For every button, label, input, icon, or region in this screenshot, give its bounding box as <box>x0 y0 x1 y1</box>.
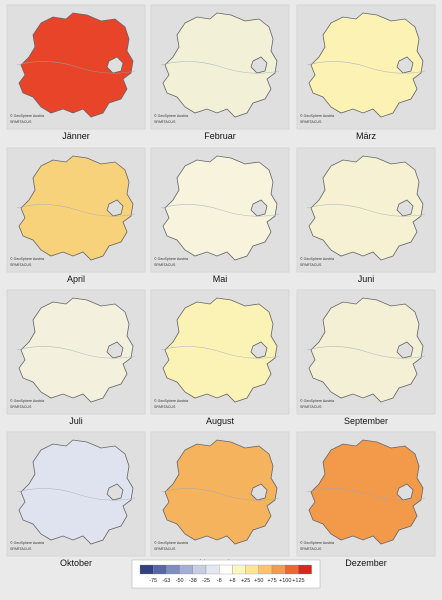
legend-tick-label: +125 <box>292 578 304 584</box>
legend-swatch <box>179 564 193 575</box>
credit: SPARTACUS <box>154 547 176 551</box>
credit: © GeoSphere Austria <box>300 541 334 545</box>
river <box>160 488 280 501</box>
region-map <box>308 297 424 403</box>
legend-tick-label: +50 <box>254 578 263 584</box>
credit: SPARTACUS <box>10 120 32 124</box>
legend-swatch <box>139 564 154 575</box>
map-panel: © GeoSphere Austria SPARTACUS April <box>6 147 146 284</box>
region-map <box>162 439 278 545</box>
river <box>306 346 426 359</box>
map-panel: © GeoSphere Austria SPARTACUS Dezember <box>296 431 436 568</box>
legend-swatch <box>271 564 286 575</box>
river <box>16 204 136 217</box>
region-map <box>162 12 278 118</box>
credit: © GeoSphere Austria <box>10 114 44 118</box>
region-map <box>18 439 134 545</box>
legend-swatch <box>166 564 180 575</box>
month-label: August <box>206 416 235 426</box>
month-label: Februar <box>204 131 236 141</box>
map-panel: © GeoSphere AustriaSPARTACUSNovember <box>150 431 290 568</box>
legend-swatch <box>298 564 312 575</box>
region-map <box>308 439 424 545</box>
region-map <box>18 12 134 118</box>
month-label: Juli <box>69 416 83 426</box>
credit: © GeoSphere Austria <box>300 399 334 403</box>
map-panel: © GeoSphere Austria SPARTACUS Februar <box>150 4 290 141</box>
river <box>306 61 426 74</box>
legend-swatch <box>219 564 233 575</box>
credit: SPARTACUS <box>154 120 176 124</box>
credit: © GeoSphere Austria <box>154 114 188 118</box>
credit: © GeoSphere Austria <box>300 257 334 261</box>
month-label: Juni <box>358 274 375 284</box>
river <box>160 204 280 217</box>
map-panel: © GeoSphere Austria SPARTACUS Mai <box>150 147 290 284</box>
legend-tick-label: +8 <box>229 578 235 584</box>
map-panel: © GeoSphere Austria SPARTACUS September <box>296 289 436 426</box>
credit: © GeoSphere Austria <box>154 399 188 403</box>
month-label: April <box>67 274 85 284</box>
legend-tick-label: -38 <box>189 578 197 584</box>
map-panel: © GeoSphere Austria SPARTACUS März <box>296 4 436 141</box>
month-label: März <box>356 131 376 141</box>
credit: SPARTACUS <box>10 263 32 267</box>
legend-swatch <box>153 564 167 575</box>
region-map <box>18 297 134 403</box>
legend-tick-label: -63 <box>162 578 170 584</box>
region-map <box>18 155 134 261</box>
legend-tick-label: -50 <box>176 578 184 584</box>
month-label: September <box>344 416 388 426</box>
credit: SPARTACUS <box>300 120 322 124</box>
credit: SPARTACUS <box>10 547 32 551</box>
river <box>160 346 280 359</box>
month-label: Oktober <box>60 558 92 568</box>
month-label: Mai <box>213 274 228 284</box>
region-map <box>162 297 278 403</box>
river <box>16 61 136 74</box>
region-map <box>308 12 424 118</box>
map-panel: © GeoSphere Austria SPARTACUS August <box>150 289 290 426</box>
map-panel: © GeoSphere Austria SPARTACUS Juli <box>6 289 146 426</box>
credit: SPARTACUS <box>154 263 176 267</box>
credit: SPARTACUS <box>300 405 322 409</box>
legend-tick-label: -8 <box>217 578 222 584</box>
credit: SPARTACUS <box>300 263 322 267</box>
credit: © GeoSphere Austria <box>10 399 44 403</box>
river <box>16 488 136 501</box>
map-panel: © GeoSphere Austria SPARTACUS Oktober <box>6 431 146 568</box>
legend-swatch <box>258 564 273 575</box>
credit: SPARTACUS <box>10 405 32 409</box>
map-panel: © GeoSphere Austria SPARTACUS Jänner <box>6 4 146 141</box>
river <box>160 61 280 74</box>
credit: SPARTACUS <box>154 405 176 409</box>
credit: © GeoSphere Austria <box>154 257 188 261</box>
month-label: Dezember <box>345 558 387 568</box>
legend-swatch <box>232 564 246 575</box>
credit: © GeoSphere Austria <box>10 541 44 545</box>
legend-swatch <box>192 564 207 575</box>
legend-swatch <box>245 564 259 575</box>
river <box>306 488 426 501</box>
credit: © GeoSphere Austria <box>154 541 188 545</box>
legend-tick-label: +75 <box>267 578 276 584</box>
legend-swatch <box>285 564 299 575</box>
legend-swatch <box>205 564 220 575</box>
map-panel: © GeoSphere Austria SPARTACUS Juni <box>296 147 436 284</box>
legend-tick-label: -25 <box>202 578 210 584</box>
legend-tick-label: +100 <box>279 578 291 584</box>
legend-tick-label: -75 <box>149 578 157 584</box>
region-map <box>162 155 278 261</box>
credit: © GeoSphere Austria <box>10 257 44 261</box>
legend-tick-label: +25 <box>241 578 250 584</box>
river <box>306 204 426 217</box>
river <box>16 346 136 359</box>
month-label: Jänner <box>62 131 90 141</box>
region-map <box>308 155 424 261</box>
credit: SPARTACUS <box>300 547 322 551</box>
legend: -75 -63 -50 -38 -25 -8 +8 +25 +50 +75 +100 +125 <box>131 559 321 589</box>
credit: © GeoSphere Austria <box>300 114 334 118</box>
